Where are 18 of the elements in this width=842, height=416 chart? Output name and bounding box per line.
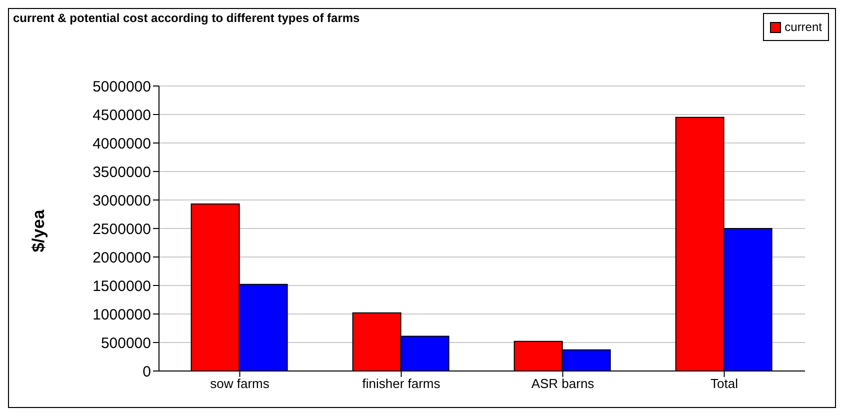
y-tick-label: 3000000 <box>92 192 151 210</box>
y-axis-title: $/yea <box>29 210 49 252</box>
y-tick-label: 4000000 <box>92 135 151 152</box>
x-tick-label: Total <box>710 376 738 392</box>
x-tick-label: sow farms <box>210 376 270 392</box>
y-tick-label: 1000000 <box>92 306 151 324</box>
x-tick-label: finisher farms <box>362 376 441 392</box>
y-tick-label: 1500000 <box>92 278 151 295</box>
y-tick-label: 4500000 <box>92 106 151 124</box>
y-tick-label: 500000 <box>100 334 151 352</box>
y-tick-label: 0 <box>142 363 151 380</box>
x-tick-label: ASR barns <box>531 376 595 392</box>
y-tick-label: 2500000 <box>92 220 151 238</box>
y-tick-label: 2000000 <box>92 249 151 266</box>
y-tick-label: 3500000 <box>92 164 151 181</box>
legend-label: current <box>784 20 822 34</box>
chart-title: current & potential cost according to different types of farms <box>13 11 360 25</box>
y-tick-label: 5000000 <box>92 78 151 96</box>
